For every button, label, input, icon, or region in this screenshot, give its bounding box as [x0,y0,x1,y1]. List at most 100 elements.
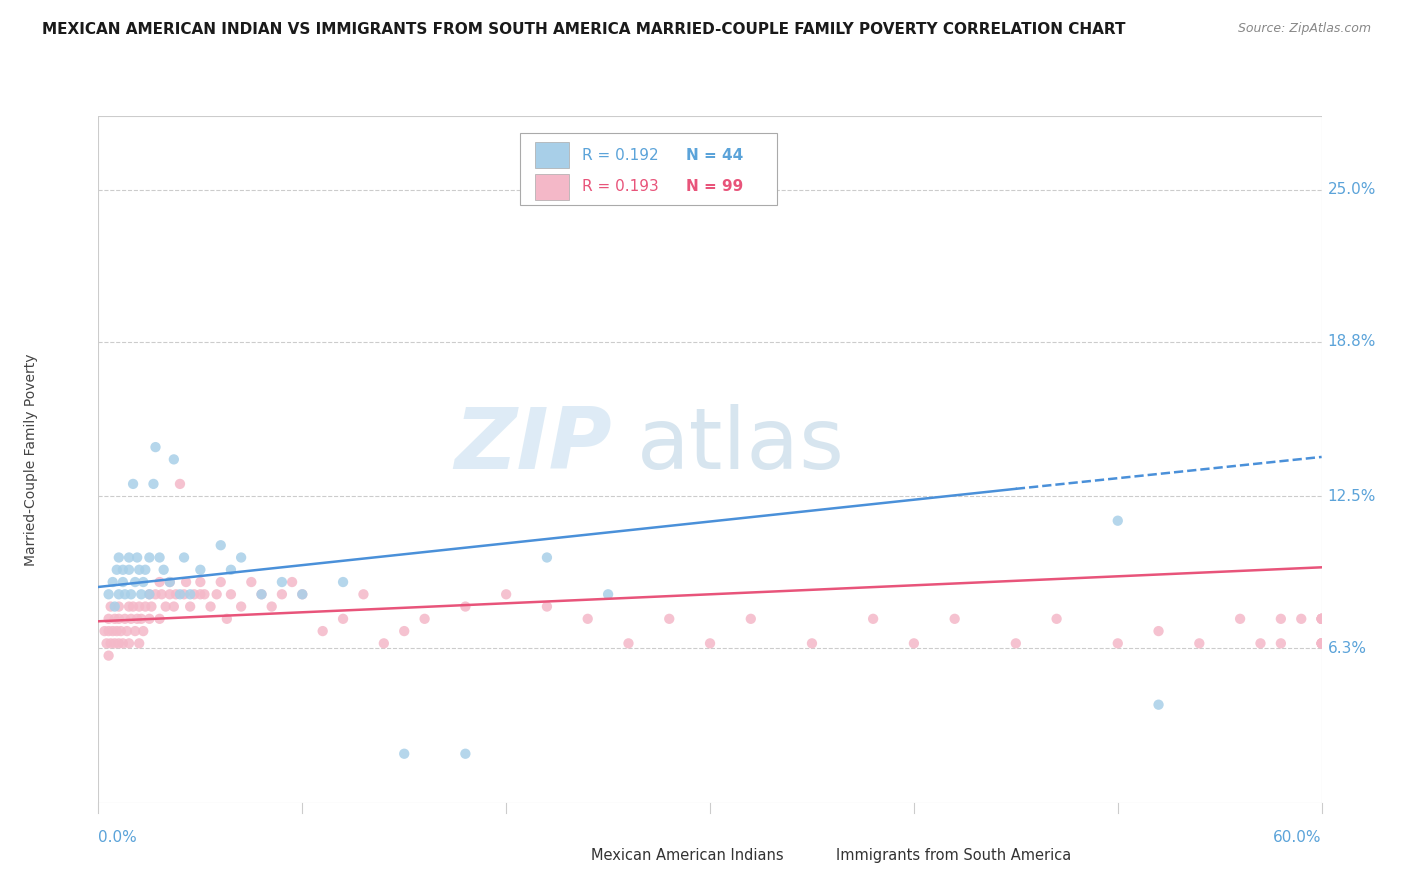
Point [108,587,131,601]
Text: 12.5%: 12.5% [1327,489,1376,504]
Point [1270,612,1292,626]
Text: N = 99: N = 99 [686,179,742,194]
FancyBboxPatch shape [520,133,778,205]
Point [536,599,558,614]
Point [270,575,294,590]
Point [179,599,201,614]
Point [1310,612,1333,626]
Point [138,550,160,565]
Point [1310,612,1333,626]
Point [149,550,172,565]
Text: 0.0%: 0.0% [98,830,138,846]
Point [101,575,124,590]
Text: Married-Couple Family Poverty: Married-Couple Family Poverty [24,353,38,566]
Point [122,599,145,614]
Point [93,624,115,639]
Point [128,599,150,614]
Point [1229,612,1251,626]
Point [118,636,141,650]
Point [120,612,142,626]
Point [104,636,127,650]
Text: R = 0.192: R = 0.192 [582,147,658,162]
Point [122,477,145,491]
Point [332,612,354,626]
Point [138,587,160,601]
Point [155,599,177,614]
Point [174,575,197,590]
Point [138,587,160,601]
Point [105,624,128,639]
Point [658,612,681,626]
Point [145,587,167,601]
Point [1188,636,1211,650]
Point [312,624,335,639]
Point [200,599,222,614]
Point [132,575,155,590]
Point [281,575,304,590]
Point [104,612,127,626]
Point [291,587,314,601]
Point [373,636,395,650]
Point [240,575,263,590]
Point [127,550,149,565]
Point [231,550,253,565]
Point [118,599,141,614]
Point [120,587,142,601]
Point [150,587,173,601]
Text: N = 44: N = 44 [686,147,742,162]
Point [173,587,195,601]
Point [1045,612,1069,626]
Point [801,636,824,650]
Point [111,575,134,590]
Point [862,612,884,626]
Point [1310,636,1333,650]
Point [1270,636,1292,650]
Point [97,587,120,601]
Point [231,599,253,614]
Point [903,636,925,650]
Point [127,612,149,626]
Text: ZIP: ZIP [454,404,612,487]
Point [142,477,165,491]
FancyBboxPatch shape [536,142,569,169]
Point [1310,636,1333,650]
Point [145,440,167,454]
Point [149,612,172,626]
Point [108,599,131,614]
Point [141,599,163,614]
Point [179,587,201,601]
FancyBboxPatch shape [778,846,824,866]
Point [332,575,354,590]
FancyBboxPatch shape [536,174,569,200]
Point [165,587,187,601]
Point [1310,636,1333,650]
Point [159,575,181,590]
Point [97,612,120,626]
Text: Mexican American Indians: Mexican American Indians [592,848,785,863]
Point [699,636,721,650]
Text: R = 0.193: R = 0.193 [582,179,658,194]
Point [111,636,134,650]
Point [163,599,186,614]
Point [129,587,152,601]
Point [250,587,273,601]
Point [1107,636,1129,650]
Point [193,587,215,601]
Point [124,624,146,639]
Point [1147,698,1170,712]
Point [97,648,120,663]
Point [111,563,134,577]
Point [740,612,762,626]
Point [173,550,195,565]
Point [1310,612,1333,626]
Point [110,624,132,639]
Point [134,563,156,577]
Point [260,599,283,614]
Point [100,636,122,650]
Point [132,624,155,639]
Point [183,587,205,601]
Text: Immigrants from South America: Immigrants from South America [837,848,1071,863]
Point [219,563,242,577]
Point [169,587,191,601]
Text: 18.8%: 18.8% [1327,334,1376,349]
